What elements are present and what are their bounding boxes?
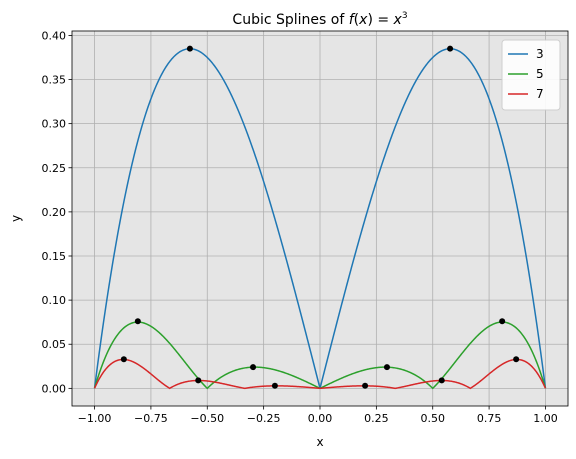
- x-tick-label: −0.50: [190, 412, 224, 425]
- x-tick-label: 1.00: [533, 412, 558, 425]
- max-error-marker: [383, 364, 390, 371]
- max-error-marker: [438, 377, 445, 384]
- x-axis-ticks: −1.00 −0.75 −0.50 −0.25 0.00 0.25 0.50 0.75 1.00: [78, 406, 558, 425]
- max-error-markers: [120, 45, 520, 389]
- y-tick-label: 0.00: [42, 382, 67, 395]
- y-tick-label: 0.35: [42, 74, 67, 87]
- x-tick-label: 0.50: [420, 412, 445, 425]
- series-lines: [93, 47, 547, 390]
- legend: 3 5 7: [501, 39, 561, 111]
- y-tick-label: 0.15: [42, 250, 67, 263]
- legend-label-7: 7: [536, 87, 544, 101]
- x-axis-label: x: [316, 435, 323, 449]
- max-error-marker: [362, 382, 369, 389]
- x-tick-label: −1.00: [78, 412, 112, 425]
- y-tick-label: 0.20: [42, 206, 67, 219]
- max-error-marker: [186, 45, 193, 52]
- max-error-marker: [499, 318, 506, 325]
- x-tick-label: −0.75: [134, 412, 168, 425]
- max-error-marker: [447, 45, 454, 52]
- x-tick-label: 0.75: [477, 412, 502, 425]
- legend-label-5: 5: [536, 67, 544, 81]
- y-tick-label: 0.10: [42, 294, 67, 307]
- max-error-marker: [134, 318, 141, 325]
- legend-box: [501, 39, 561, 111]
- max-error-marker: [271, 382, 278, 389]
- y-tick-label: 0.25: [42, 162, 67, 175]
- legend-label-3: 3: [536, 47, 544, 61]
- series-line-7: [93, 358, 547, 390]
- max-error-marker: [513, 356, 520, 363]
- chart-title: Cubic Splines of f(x) = x3: [232, 11, 407, 28]
- max-error-marker: [120, 356, 127, 363]
- x-tick-label: 0.00: [308, 412, 333, 425]
- max-error-marker: [250, 364, 257, 371]
- y-axis-ticks: 0.00 0.05 0.10 0.15 0.20 0.25 0.30 0.35 0.40: [42, 29, 72, 395]
- max-error-marker: [195, 377, 202, 384]
- y-tick-label: 0.40: [42, 29, 67, 42]
- x-tick-label: −0.25: [247, 412, 281, 425]
- y-axis-label: y: [9, 215, 23, 222]
- y-tick-label: 0.30: [42, 118, 67, 131]
- x-tick-label: 0.25: [364, 412, 389, 425]
- y-tick-label: 0.05: [42, 338, 67, 351]
